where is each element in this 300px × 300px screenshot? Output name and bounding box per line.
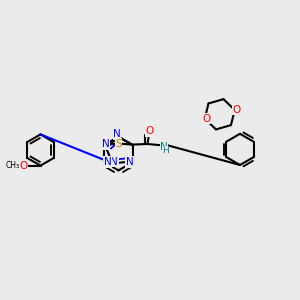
Text: O: O [202, 114, 210, 124]
Text: N: N [102, 140, 110, 149]
Text: N: N [160, 142, 168, 152]
Text: N: N [126, 157, 133, 167]
Text: O: O [20, 160, 28, 171]
Text: N: N [113, 129, 121, 140]
Text: CH₃: CH₃ [5, 161, 20, 170]
Text: N: N [110, 157, 118, 167]
Text: O: O [146, 126, 154, 136]
Text: H: H [162, 146, 169, 155]
Text: S: S [115, 139, 122, 149]
Text: O: O [232, 105, 240, 115]
Text: N: N [104, 157, 111, 167]
